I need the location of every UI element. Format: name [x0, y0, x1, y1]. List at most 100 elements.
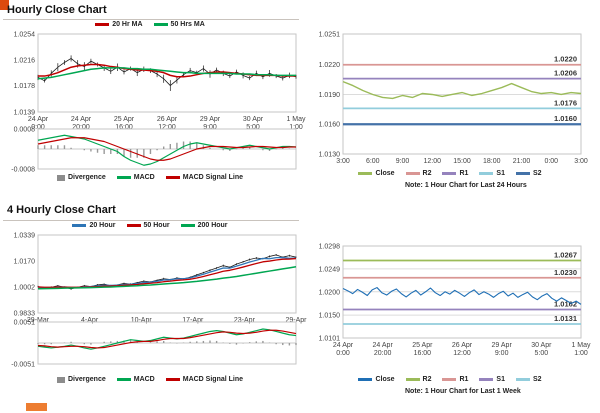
- legend-item: R2: [405, 170, 431, 177]
- svg-text:12:00: 12:00: [453, 350, 471, 357]
- svg-text:1.0267: 1.0267: [554, 250, 577, 259]
- legend-item: MACD Signal Line: [165, 174, 243, 181]
- svg-text:1.0216: 1.0216: [14, 57, 36, 64]
- svg-text:24 Apr: 24 Apr: [333, 342, 354, 349]
- svg-text:1:00: 1:00: [574, 350, 588, 357]
- svg-text:1.0298: 1.0298: [319, 244, 341, 251]
- svg-text:1.0150: 1.0150: [319, 313, 341, 320]
- legend-label: 20 Hr MA: [112, 21, 143, 28]
- svg-text:5:00: 5:00: [246, 124, 260, 131]
- legend-label: MACD: [133, 174, 155, 181]
- legend-item: 20 Hr MA: [95, 21, 143, 28]
- svg-text:1.0170: 1.0170: [14, 259, 36, 266]
- legend-swatch: [116, 378, 131, 381]
- legend-swatch: [56, 376, 65, 383]
- svg-text:16:00: 16:00: [414, 350, 432, 357]
- legend-label: MACD: [133, 376, 155, 383]
- four-hourly-ma-legend: 20 Hour 50 Hour 200 Hour: [0, 222, 300, 229]
- legend-item: R1: [442, 170, 468, 177]
- legend-label: 50 Hrs MA: [170, 21, 205, 28]
- pivot-1w-chart: 1.0267 1.0230 1.0162 1.0131 1.0298 1.0249 1.02…: [319, 244, 591, 358]
- svg-text:12:00: 12:00: [423, 158, 441, 165]
- svg-text:1 May: 1 May: [571, 342, 591, 349]
- legend-item: 50 Hrs MA: [153, 21, 205, 28]
- svg-text:25 Apr: 25 Apr: [412, 342, 433, 349]
- legend-label: R1: [459, 170, 469, 177]
- legend-swatch: [479, 172, 494, 175]
- svg-text:-0.0008: -0.0008: [11, 167, 35, 174]
- pivot-24h-chart: 1.0220 1.0206 1.0176 1.0160 1.0251 1.0220 1.01…: [319, 32, 588, 166]
- legend-label: S2: [532, 376, 542, 383]
- hourly-macd-legend: Divergence MACD MACD Signal Line: [0, 174, 300, 181]
- svg-text:10-Apr: 10-Apr: [131, 317, 153, 324]
- legend-swatch: [358, 378, 373, 381]
- svg-text:1.0251: 1.0251: [319, 32, 341, 39]
- pivot-1w-note: Note: 1 Hour Chart for Last 1 Week: [405, 388, 521, 395]
- title-divider: [3, 19, 299, 20]
- legend-label: Close: [375, 170, 395, 177]
- svg-text:16:00: 16:00: [115, 124, 133, 131]
- legend-label: R1: [459, 376, 469, 383]
- legend-label: S2: [532, 170, 542, 177]
- svg-text:1.0220: 1.0220: [319, 62, 341, 69]
- svg-text:1.0130: 1.0130: [319, 152, 341, 159]
- legend-swatch: [116, 176, 131, 179]
- legend-swatch: [515, 378, 530, 381]
- svg-text:4-Apr: 4-Apr: [81, 317, 99, 324]
- svg-text:1.0162: 1.0162: [554, 300, 577, 309]
- svg-text:1.0254: 1.0254: [14, 32, 36, 39]
- svg-text:26 Apr: 26 Apr: [452, 342, 473, 349]
- legend-label: R2: [422, 376, 432, 383]
- svg-text:24 Apr: 24 Apr: [28, 116, 49, 123]
- legend-swatch: [442, 378, 457, 381]
- legend-item: Close: [358, 170, 395, 177]
- svg-text:21:00: 21:00: [513, 158, 531, 165]
- legend-label: MACD Signal Line: [182, 376, 244, 383]
- hourly-ma-legend: 20 Hr MA 50 Hrs MA: [0, 21, 300, 28]
- svg-text:17-Apr: 17-Apr: [182, 317, 204, 324]
- legend-swatch: [153, 23, 168, 26]
- svg-text:1.0160: 1.0160: [554, 114, 577, 123]
- legend-swatch: [405, 378, 420, 381]
- legend-item: MACD: [116, 174, 155, 181]
- legend-item: 200 Hour: [180, 222, 228, 229]
- svg-text:29 Apr: 29 Apr: [200, 116, 221, 123]
- svg-text:29-Apr: 29-Apr: [285, 317, 307, 324]
- pivot-1w-legend: Close R2 R1 S1 S2: [303, 376, 597, 383]
- legend-label: Divergence: [67, 376, 106, 383]
- hourly-macd-chart: 0.0008 -0.0008: [11, 127, 297, 174]
- legend-swatch: [126, 224, 141, 227]
- legend-item: 50 Hour: [126, 222, 170, 229]
- svg-text:0:00: 0:00: [544, 158, 558, 165]
- svg-text:1.0339: 1.0339: [14, 233, 36, 240]
- legend-swatch: [479, 378, 494, 381]
- four-hourly-macd-chart: 0.0051 -0.0051: [11, 320, 297, 369]
- legend-item: S2: [515, 376, 542, 383]
- svg-text:1.0206: 1.0206: [554, 69, 577, 78]
- svg-text:29-Mar: 29-Mar: [27, 317, 50, 324]
- svg-text:1.0178: 1.0178: [14, 83, 36, 90]
- svg-text:12:00: 12:00: [158, 124, 176, 131]
- svg-text:23-Apr: 23-Apr: [234, 317, 256, 324]
- svg-text:24 Apr: 24 Apr: [373, 342, 394, 349]
- svg-text:1.0176: 1.0176: [554, 98, 577, 107]
- svg-text:30 Apr: 30 Apr: [531, 342, 552, 349]
- svg-text:9:00: 9:00: [495, 350, 509, 357]
- legend-item: Divergence: [56, 174, 106, 181]
- pivot-24h-legend: Close R2 R1 S1 S2: [303, 170, 597, 177]
- legend-label: 20 Hour: [89, 222, 116, 229]
- svg-text:3:00: 3:00: [574, 158, 588, 165]
- svg-text:-0.0051: -0.0051: [11, 362, 35, 369]
- svg-text:1.0139: 1.0139: [14, 110, 36, 117]
- svg-text:1.0230: 1.0230: [554, 268, 577, 277]
- legend-label: S1: [496, 376, 505, 383]
- svg-text:0.9833: 0.9833: [14, 311, 36, 318]
- legend-item: Close: [358, 376, 395, 383]
- svg-text:20:00: 20:00: [374, 350, 392, 357]
- legend-item: S1: [479, 170, 505, 177]
- svg-text:1 May: 1 May: [286, 116, 306, 123]
- svg-text:1:00: 1:00: [289, 124, 303, 131]
- svg-text:9:00: 9:00: [396, 158, 410, 165]
- legend-item: MACD Signal Line: [165, 376, 244, 383]
